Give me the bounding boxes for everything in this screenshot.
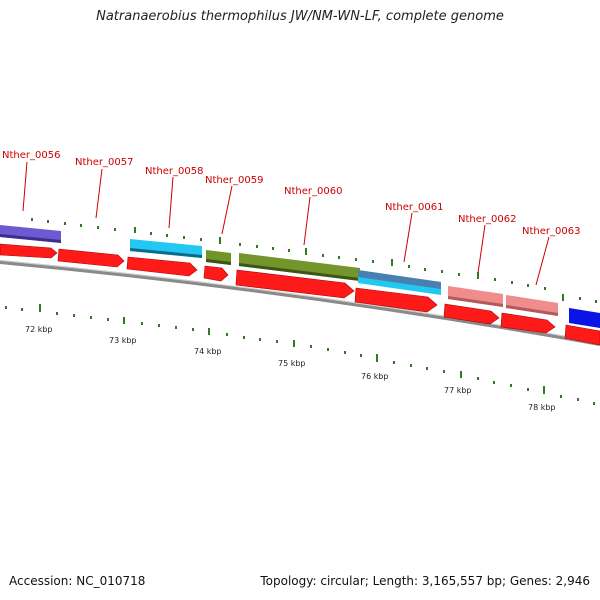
label-leaders [22, 161, 550, 286]
map-title: Natranaerobius thermophilus JW/NM-WN-LF,… [96, 9, 504, 24]
kbp-label: 72 kbp [25, 325, 53, 334]
cds-arrow [126, 256, 198, 277]
kbp-label: 75 kbp [278, 359, 306, 368]
upper-tick-track [31, 218, 597, 303]
cds-arrow [235, 269, 355, 299]
kbp-label: 76 kbp [361, 372, 389, 381]
gene-label-nther-0056[interactable]: Nther_0056 [2, 150, 60, 161]
kbp-label: 73 kbp [109, 336, 137, 345]
gene-label-nther-0060[interactable]: Nther_0060 [284, 186, 342, 197]
cds-arrow [564, 324, 600, 346]
feature-bar-nther-0059-shade [206, 259, 231, 265]
kbp-label: 77 kbp [444, 386, 472, 395]
feature-bar-next [569, 308, 600, 328]
cds-arrow [500, 312, 556, 334]
feature-bar-nther-0062 [448, 286, 503, 307]
feature-bar-nther-0060 [239, 253, 360, 281]
feature-bar-nther-0063 [506, 295, 558, 316]
cds-arrow [443, 303, 500, 325]
feature-track [0, 225, 600, 328]
kbp-label: 78 kbp [528, 403, 556, 412]
cds-arrow [57, 248, 125, 268]
kbp-tick-track [5, 304, 595, 405]
gene-label-nther-0058[interactable]: Nther_0058 [145, 166, 203, 177]
genome-backbone [0, 260, 600, 346]
feature-bar-nther-0061-top [358, 270, 441, 289]
feature-bar-nther-0056-shade [0, 234, 61, 243]
feature-bar-nther-0058-shade [130, 248, 202, 258]
gene-label-nther-0062[interactable]: Nther_0062 [458, 214, 516, 225]
gene-label-nther-0061[interactable]: Nther_0061 [385, 202, 443, 213]
accession-text: Accession: NC_010718 [9, 574, 146, 588]
cds-arrow [0, 243, 58, 259]
feature-bar-nther-0060-shade [239, 263, 360, 281]
kbp-label: 74 kbp [194, 347, 222, 356]
cds-arrow [203, 265, 229, 282]
cds-arrow [354, 287, 438, 313]
gene-label-nther-0059[interactable]: Nther_0059 [205, 175, 263, 186]
feature-bar-nther-0063-shade [506, 305, 558, 316]
genome-stats-text: Topology: circular; Length: 3,165,557 bp… [260, 574, 590, 588]
cds-track [0, 243, 600, 346]
gene-label-nther-0057[interactable]: Nther_0057 [75, 157, 133, 168]
feature-bar-nther-0062-shade [448, 296, 503, 307]
gene-label-nther-0063[interactable]: Nther_0063 [522, 226, 580, 237]
